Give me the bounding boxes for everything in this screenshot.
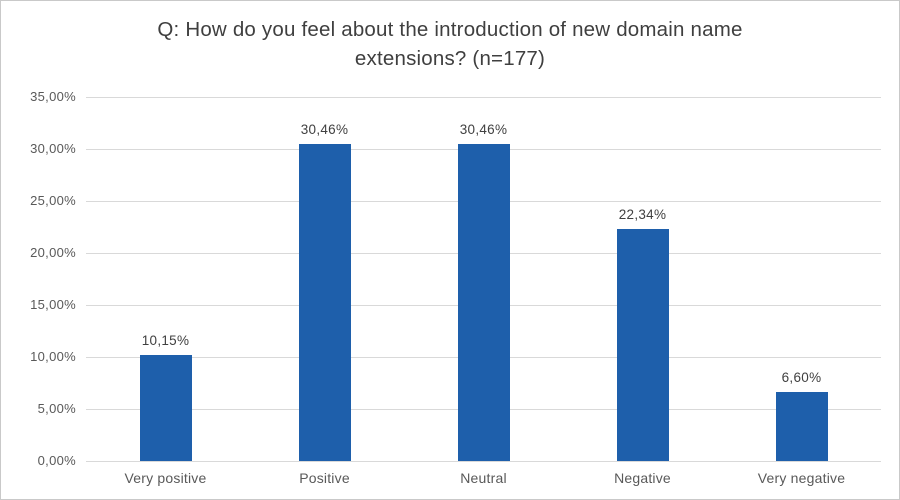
bar-value-label: 30,46% [300, 122, 349, 138]
y-axis-tick-label: 10,00% [30, 349, 76, 364]
bar [298, 144, 351, 461]
gridline [86, 96, 881, 98]
y-axis-tick-label: 15,00% [30, 297, 76, 312]
y-axis-tick-label: 5,00% [37, 401, 76, 416]
x-axis-category-label: Negative [614, 470, 671, 486]
bar-value-label: 10,15% [141, 333, 190, 349]
y-axis-tick-label: 30,00% [30, 141, 76, 156]
bar [457, 144, 510, 461]
bar-value-label: 6,60% [781, 370, 822, 386]
x-axis-category-label: Positive [299, 470, 350, 486]
y-axis-tick-label: 25,00% [30, 193, 76, 208]
x-axis-category-label: Very positive [124, 470, 207, 486]
y-axis: 0,00% 5,00% 10,00% 15,00% 20,00% 25,00% 30,00%… [1, 89, 76, 468]
bar [616, 228, 669, 461]
bar-value-label: 30,46% [459, 122, 508, 138]
bar [139, 355, 192, 461]
y-axis-tick-label: 20,00% [30, 245, 76, 260]
chart-title-text: Q: How do you feel about the introductio… [157, 18, 743, 70]
chart-title: Q: How do you feel about the introductio… [1, 15, 899, 73]
bar-value-label: 22,34% [618, 206, 667, 222]
plot-area: 10,15% 30,46% 30,46% 22,34% 6,60% [86, 96, 881, 462]
bar [775, 392, 828, 461]
y-axis-tick-label: 0,00% [37, 453, 76, 468]
x-axis-category-label: Very negative [757, 470, 846, 486]
y-axis-tick-label: 35,00% [30, 89, 76, 104]
x-axis: Very positive Positive Neutral Negative Very… [86, 470, 881, 486]
gridline [86, 460, 881, 462]
x-axis-category-label: Neutral [460, 470, 507, 486]
